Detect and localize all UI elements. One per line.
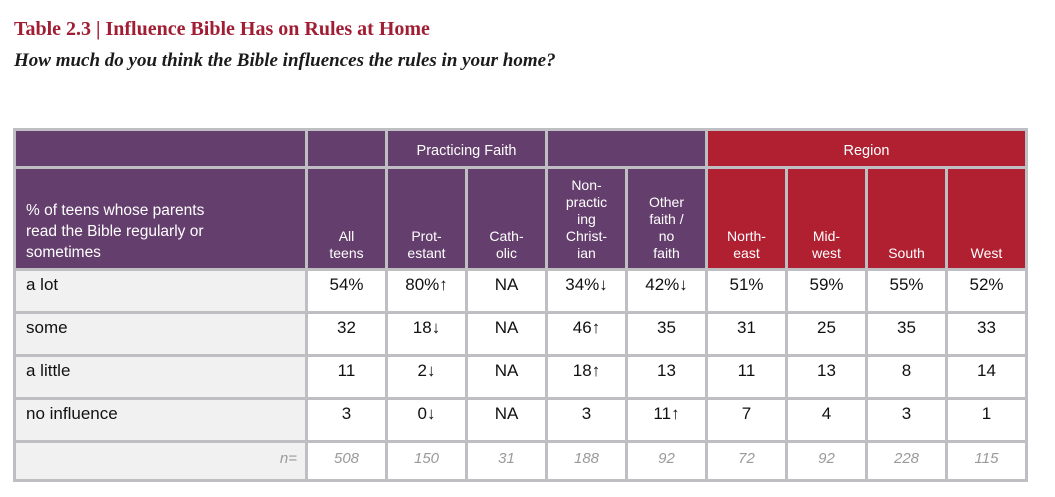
- table-row-sample-size: n= 508 150 31 188 92 72 92 228 115: [13, 440, 1028, 482]
- cell: 34%↓: [545, 268, 628, 314]
- cell: 51%: [705, 268, 788, 314]
- cell: 35: [865, 311, 948, 357]
- n-cell: 188: [545, 440, 628, 482]
- table-row-a-little: a little 11 2↓ NA 18↑ 13 11 13 8 14: [13, 354, 1028, 400]
- cell: 18↑: [545, 354, 628, 400]
- cell: 32: [305, 311, 388, 357]
- group-header-practicing-faith: Practicing Faith: [385, 128, 548, 169]
- n-cell: 72: [705, 440, 788, 482]
- group-header-empty-nonpracticing: [545, 128, 708, 169]
- cell: 54%: [305, 268, 388, 314]
- cell: 2↓: [385, 354, 468, 400]
- group-header-empty-allteens: [305, 128, 388, 169]
- cell: 3: [545, 397, 628, 443]
- group-header-region: Region: [705, 128, 1028, 169]
- col-header-northeast: North- east: [705, 166, 788, 271]
- table-row-no-influence: no influence 3 0↓ NA 3 11↑ 7 4 3 1: [13, 397, 1028, 443]
- cell: 1: [945, 397, 1028, 443]
- cell: 3: [865, 397, 948, 443]
- row-label: no influence: [13, 397, 308, 443]
- cell: 8: [865, 354, 948, 400]
- table-title: Table 2.3 | Influence Bible Has on Rules…: [14, 18, 430, 40]
- cell: 55%: [865, 268, 948, 314]
- table-subtitle: How much do you think the Bible influenc…: [14, 50, 556, 71]
- col-header-west: West: [945, 166, 1028, 271]
- n-cell: 92: [785, 440, 868, 482]
- col-header-protestant: Prot- estant: [385, 166, 468, 271]
- n-cell: 508: [305, 440, 388, 482]
- cell: NA: [465, 397, 548, 443]
- table-row-a-lot: a lot 54% 80%↑ NA 34%↓ 42%↓ 51% 59% 55% …: [13, 268, 1028, 314]
- col-header-nonpracticing-christian: Non- practic ing Christ- ian: [545, 166, 628, 271]
- n-cell: 31: [465, 440, 548, 482]
- col-header-all-teens: All teens: [305, 166, 388, 271]
- group-header-row: Practicing Faith Region: [13, 128, 1028, 169]
- table-row-some: some 32 18↓ NA 46↑ 35 31 25 35 33: [13, 311, 1028, 357]
- cell: 13: [625, 354, 708, 400]
- cell: 35: [625, 311, 708, 357]
- col-header-south: South: [865, 166, 948, 271]
- cell: 59%: [785, 268, 868, 314]
- cell: 0↓: [385, 397, 468, 443]
- cell: 3: [305, 397, 388, 443]
- cell: 14: [945, 354, 1028, 400]
- cell: NA: [465, 354, 548, 400]
- n-cell: 92: [625, 440, 708, 482]
- cell: 33: [945, 311, 1028, 357]
- row-label: a little: [13, 354, 308, 400]
- row-label: a lot: [13, 268, 308, 314]
- cell: 46↑: [545, 311, 628, 357]
- n-label: n=: [13, 440, 308, 482]
- col-header-catholic: Cath- olic: [465, 166, 548, 271]
- cell: 42%↓: [625, 268, 708, 314]
- cell: 18↓: [385, 311, 468, 357]
- column-header-row: % of teens whose parents read the Bible …: [13, 166, 1028, 271]
- influence-table: Practicing Faith Region % of teens whose…: [13, 128, 1028, 482]
- cell: 7: [705, 397, 788, 443]
- col-header-other-faith: Other faith / no faith: [625, 166, 708, 271]
- cell: 4: [785, 397, 868, 443]
- n-cell: 150: [385, 440, 468, 482]
- cell: NA: [465, 311, 548, 357]
- col-header-midwest: Mid- west: [785, 166, 868, 271]
- cell: 11: [705, 354, 788, 400]
- cell: NA: [465, 268, 548, 314]
- n-cell: 228: [865, 440, 948, 482]
- cell: 31: [705, 311, 788, 357]
- cell: 25: [785, 311, 868, 357]
- cell: 13: [785, 354, 868, 400]
- cell: 52%: [945, 268, 1028, 314]
- group-header-empty-label: [13, 128, 308, 169]
- corner-label: % of teens whose parents read the Bible …: [13, 166, 308, 271]
- cell: 80%↑: [385, 268, 468, 314]
- cell: 11↑: [625, 397, 708, 443]
- cell: 11: [305, 354, 388, 400]
- row-label: some: [13, 311, 308, 357]
- n-cell: 115: [945, 440, 1028, 482]
